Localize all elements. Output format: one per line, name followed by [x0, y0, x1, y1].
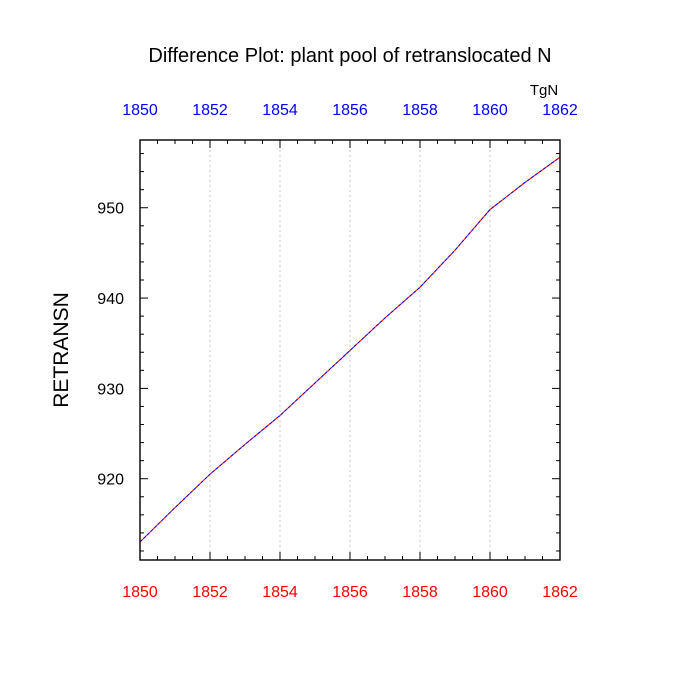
top-x-tick-label: 1850	[122, 102, 158, 119]
bottom-x-tick-label: 1860	[472, 584, 508, 601]
series-line	[139, 156, 561, 543]
bottom-x-tick-label: 1850	[122, 584, 158, 601]
bottom-x-tick-label: 1858	[402, 584, 438, 601]
series-line-base	[139, 156, 561, 543]
bottom-x-tick-label: 1856	[332, 584, 368, 601]
top-x-tick-label: 1852	[192, 102, 228, 119]
top-x-tick-label: 1858	[402, 102, 438, 119]
bottom-x-tick-label: 1854	[262, 584, 298, 601]
top-x-tick-label: 1862	[542, 102, 578, 119]
top-x-tick-label: 1860	[472, 102, 508, 119]
top-x-tick-label: 1856	[332, 102, 368, 119]
series-group	[139, 156, 561, 543]
plot-frame	[139, 139, 561, 561]
top-x-tick-label: 1854	[262, 102, 298, 119]
y-tick-labels: 920 930 940 950	[97, 201, 124, 489]
y-tick-label: 930	[97, 381, 124, 398]
y-tick-label: 920	[97, 472, 124, 489]
bottom-x-tick-labels: 1850 1852 1854 1856 1858 1860 1862	[122, 584, 578, 601]
y-tick-label: 940	[97, 291, 124, 308]
y-axis-label: RETRANSN	[50, 292, 73, 408]
chart-title: Difference Plot: plant pool of retranslo…	[148, 45, 551, 67]
top-x-tick-labels: 1850 1852 1854 1856 1858 1860 1862	[122, 102, 578, 119]
bottom-x-tick-label: 1852	[192, 584, 228, 601]
y-tick-label: 950	[97, 201, 124, 218]
units-label: TgN	[530, 82, 558, 99]
bottom-x-tick-label: 1862	[542, 584, 578, 601]
